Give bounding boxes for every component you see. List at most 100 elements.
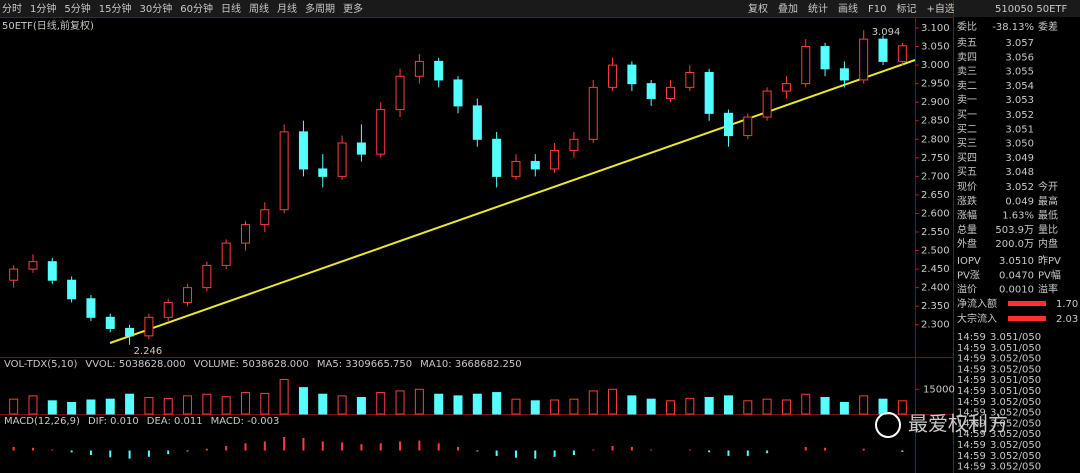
toolbar-button[interactable]: +自选 xyxy=(926,2,954,15)
volume-bar xyxy=(569,398,579,415)
toolbar-button[interactable]: 统计 xyxy=(808,2,828,15)
panel-label: 卖三 xyxy=(957,66,977,78)
candle-body xyxy=(588,86,598,140)
chart-title: 50ETF(日线,前复权) xyxy=(2,19,94,32)
y-tick-label: 2.450 xyxy=(921,264,950,275)
candle-body xyxy=(183,287,193,303)
toolbar-tab[interactable]: 周线 xyxy=(249,2,269,15)
volume-bar xyxy=(279,378,289,415)
panel-value: 1.70 xyxy=(1056,299,1078,310)
volume-bar xyxy=(163,397,173,415)
tick-price: 3.051/050 xyxy=(990,375,1041,386)
candle-body xyxy=(878,38,888,62)
volume-bar xyxy=(434,393,444,415)
y-tick-label: 2.600 xyxy=(921,208,950,219)
toolbar-button[interactable]: F10 xyxy=(868,4,886,15)
indicator-header: MACD: -0.003 xyxy=(211,416,280,427)
toolbar-tab[interactable]: 月线 xyxy=(277,2,297,15)
candle-body xyxy=(163,301,173,318)
indicator-header: DIF: 0.010 xyxy=(88,416,139,427)
volume-bar xyxy=(144,397,154,415)
candle-body xyxy=(511,161,521,177)
panel-label: 买一 xyxy=(957,109,977,121)
toolbar-tab[interactable]: 更多 xyxy=(343,2,363,15)
y-tick-label: 3.050 xyxy=(921,42,950,53)
y-tick-label: 2.800 xyxy=(921,134,950,145)
candle-body xyxy=(492,138,502,177)
candle-body xyxy=(298,131,308,170)
volume-bar xyxy=(820,397,830,415)
tick-price: 3.052/050 xyxy=(990,397,1041,408)
panel-label: IOPV xyxy=(957,256,981,267)
annotation: 2.246 xyxy=(134,346,163,357)
panel-label: 买二 xyxy=(957,123,977,135)
volume-bar xyxy=(86,399,96,415)
toolbar-tab[interactable]: 多周期 xyxy=(305,2,335,15)
y-tick-label: 2.400 xyxy=(921,283,950,294)
candle-body xyxy=(859,38,869,81)
toolbar-button[interactable]: 标记 xyxy=(896,3,916,15)
candle-body xyxy=(646,83,656,99)
toolbar-tab[interactable]: 5分钟 xyxy=(64,2,90,15)
panel-value: 3.057 xyxy=(1005,38,1034,49)
volume-bar xyxy=(105,398,115,415)
panel-value: 3.049 xyxy=(1005,153,1034,164)
indicator-header: MA5: 3309665.750 xyxy=(317,359,412,370)
tick-time: 14:59 xyxy=(957,332,986,343)
panel-value: 503.9万 xyxy=(995,225,1034,236)
volume-bar xyxy=(47,400,57,415)
panel-label: 溢率 xyxy=(1038,283,1058,296)
watermark: 最爱权利方 xyxy=(908,412,1008,436)
toolbar-tab[interactable]: 15分钟 xyxy=(99,2,132,15)
candle-body xyxy=(144,316,154,337)
tick-time: 14:59 xyxy=(957,451,986,462)
candle-body xyxy=(820,46,830,70)
candle-body xyxy=(762,90,772,118)
volume-bar xyxy=(28,395,38,415)
candle-body xyxy=(221,242,231,266)
toolbar-tab[interactable]: 分时 xyxy=(2,3,22,15)
panel-label: 净流入额 xyxy=(957,297,997,310)
toolbar-button[interactable]: 叠加 xyxy=(778,3,798,15)
y-tick-label: 2.850 xyxy=(921,116,950,127)
toolbar-tab[interactable]: 日线 xyxy=(221,2,241,15)
y-tick-label: 3.000 xyxy=(921,60,950,71)
candle-body xyxy=(318,168,328,177)
tick-price: 3.051/050 xyxy=(990,332,1041,343)
candle-body xyxy=(627,64,637,85)
candle-body xyxy=(67,279,77,300)
toolbar-tab[interactable]: 1分钟 xyxy=(30,2,56,15)
panel-header xyxy=(954,0,1080,17)
toolbar-button[interactable]: 画线 xyxy=(838,2,858,15)
panel-value: 1.63% xyxy=(1002,211,1034,222)
tick-time: 14:59 xyxy=(957,364,986,375)
candle-body xyxy=(839,68,849,81)
tick-price: 3.052/050 xyxy=(990,429,1041,440)
panel-label: 最低 xyxy=(1038,209,1058,222)
panel-value: 3.055 xyxy=(1005,67,1034,78)
candle-body xyxy=(897,45,907,62)
candle-body xyxy=(202,264,212,289)
candle-body xyxy=(781,83,791,92)
panel-label: 溢价 xyxy=(957,283,977,296)
volume-bar xyxy=(318,393,328,415)
panel-label: 现价 xyxy=(957,181,977,193)
candle-body xyxy=(434,60,444,81)
toolbar-tab[interactable]: 30分钟 xyxy=(139,2,172,15)
flow-bar xyxy=(1008,316,1046,321)
volume-bar xyxy=(704,397,714,415)
y-tick-label: 2.750 xyxy=(921,153,950,164)
watermark-icon xyxy=(875,412,901,438)
tick-time: 14:59 xyxy=(957,429,986,440)
volume-bar xyxy=(627,395,637,415)
tick-time: 14:59 xyxy=(957,375,986,386)
candle-body xyxy=(337,142,347,177)
toolbar-button[interactable]: 复权 xyxy=(748,2,768,15)
toolbar-tab[interactable]: 60分钟 xyxy=(180,2,213,15)
volume-bar xyxy=(260,392,270,415)
panel-label: 涨幅 xyxy=(957,209,977,222)
tick-time: 14:59 xyxy=(957,418,986,429)
panel-label: 总量 xyxy=(957,223,977,236)
